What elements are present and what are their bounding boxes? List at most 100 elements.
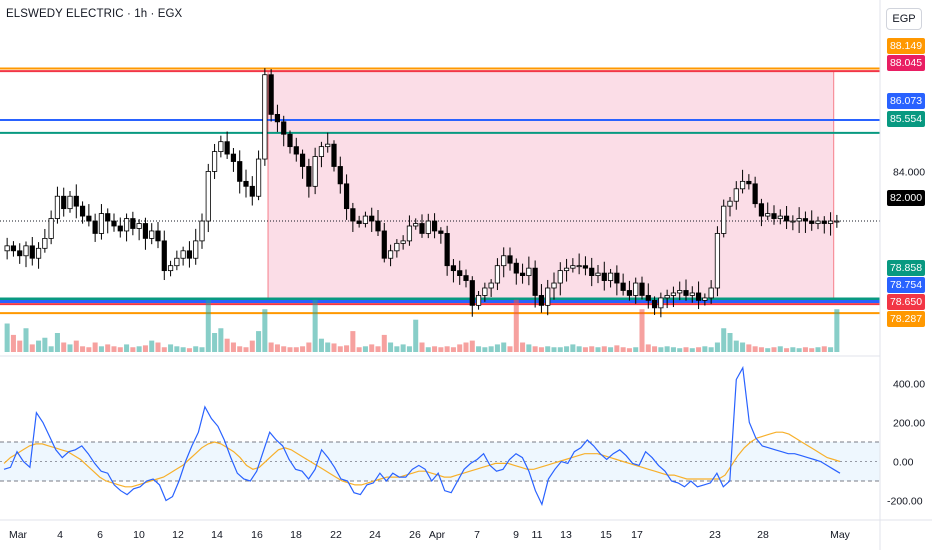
candle-body	[394, 242, 400, 252]
candle-body	[607, 272, 614, 281]
volume-bar	[325, 342, 331, 352]
volume-bar	[457, 344, 463, 352]
volume-bar	[790, 347, 796, 352]
volume-bar	[652, 346, 658, 352]
candle-body	[362, 215, 369, 224]
candle-body	[350, 208, 356, 222]
candle-body	[689, 292, 695, 296]
candle-body	[570, 265, 576, 269]
volume-bar	[614, 345, 620, 352]
volume-bar	[243, 347, 249, 352]
candle-body	[381, 230, 387, 259]
time-tick-label: Apr	[429, 529, 446, 541]
candle-body	[149, 230, 155, 239]
volume-bar	[733, 340, 739, 352]
volume-bar	[23, 328, 29, 352]
volume-bar	[256, 331, 262, 352]
volume-bar	[740, 342, 746, 352]
time-tick-label: 24	[369, 529, 381, 541]
volume-bar	[551, 347, 557, 352]
candle-body	[765, 213, 771, 217]
candle-body	[450, 265, 457, 272]
volume-bar	[444, 346, 450, 352]
volume-bar	[130, 347, 136, 352]
candle-body	[117, 225, 123, 232]
candle-body	[727, 200, 733, 207]
volume-bar	[582, 347, 588, 352]
volume-bar	[86, 347, 92, 352]
volume-bar	[708, 347, 714, 352]
candle-body	[563, 267, 570, 272]
volume-bar	[318, 338, 324, 352]
candle-body	[224, 141, 230, 155]
volume-bar	[168, 344, 174, 352]
candle-body	[714, 233, 721, 289]
candle-body	[249, 185, 255, 197]
candle-body	[123, 218, 130, 232]
candle-body	[482, 287, 488, 296]
volume-bar	[381, 334, 387, 352]
candle-body	[199, 220, 205, 242]
price-label: 88.045	[887, 55, 925, 71]
volume-bar	[262, 309, 268, 352]
volume-bar	[620, 347, 626, 352]
time-tick-label: 12	[172, 529, 184, 541]
volume-bar	[111, 346, 117, 352]
candle-body	[469, 280, 475, 306]
volume-bar	[809, 348, 815, 352]
rsi-line	[3, 365, 841, 507]
time-tick-label: 14	[211, 529, 223, 541]
candle-body	[86, 215, 92, 222]
volume-bar	[696, 347, 702, 352]
candle-body	[457, 270, 463, 277]
volume-bar	[425, 347, 431, 352]
volume-bar	[406, 346, 412, 352]
candle-body	[400, 240, 406, 244]
price-tick-label: 84.000	[893, 166, 925, 178]
time-tick-label: 4	[57, 529, 63, 541]
candle-body	[325, 143, 331, 148]
candle-body	[827, 220, 834, 224]
volume-bar	[29, 344, 35, 352]
volume-bar	[488, 346, 494, 352]
volume-bar	[450, 347, 456, 352]
chart-title: ELSWEDY ELECTRIC · 1h · EGX	[6, 8, 183, 20]
volume-bar	[589, 346, 595, 352]
price-label: 85.554	[887, 111, 925, 127]
volume-bar	[4, 323, 10, 352]
time-tick-label: 13	[560, 529, 572, 541]
volume-bar	[362, 346, 368, 352]
time-tick-label: 17	[631, 529, 643, 541]
time-tick-label: 15	[600, 529, 612, 541]
volume-bar	[92, 342, 98, 352]
candle-body	[35, 247, 42, 259]
time-tick-label: 9	[513, 529, 519, 541]
volume-bar	[388, 342, 394, 352]
candle-body	[620, 282, 626, 291]
volume-bar	[155, 342, 161, 352]
time-tick-label: 22	[330, 529, 342, 541]
volume-bar	[438, 347, 444, 352]
volume-bar	[595, 347, 601, 352]
volume-bar	[476, 346, 482, 352]
volume-bar	[293, 347, 299, 352]
candle-body	[834, 220, 840, 223]
candle-body	[167, 265, 174, 272]
volume-bar	[193, 346, 199, 352]
time-tick-label: 18	[290, 529, 302, 541]
candle-body	[142, 223, 149, 239]
volume-bar	[237, 346, 243, 352]
volume-bar	[683, 347, 689, 352]
candle-body	[463, 275, 469, 281]
candle-body	[343, 183, 350, 210]
candle-body	[639, 282, 645, 296]
volume-bar	[520, 342, 526, 352]
candle-body	[54, 195, 61, 219]
volume-bar	[161, 347, 167, 352]
volume-bar	[356, 347, 362, 352]
candle-body	[306, 166, 312, 187]
candle-body	[180, 250, 186, 259]
candle-body	[614, 272, 620, 284]
currency-selector[interactable]: EGP	[886, 8, 922, 30]
